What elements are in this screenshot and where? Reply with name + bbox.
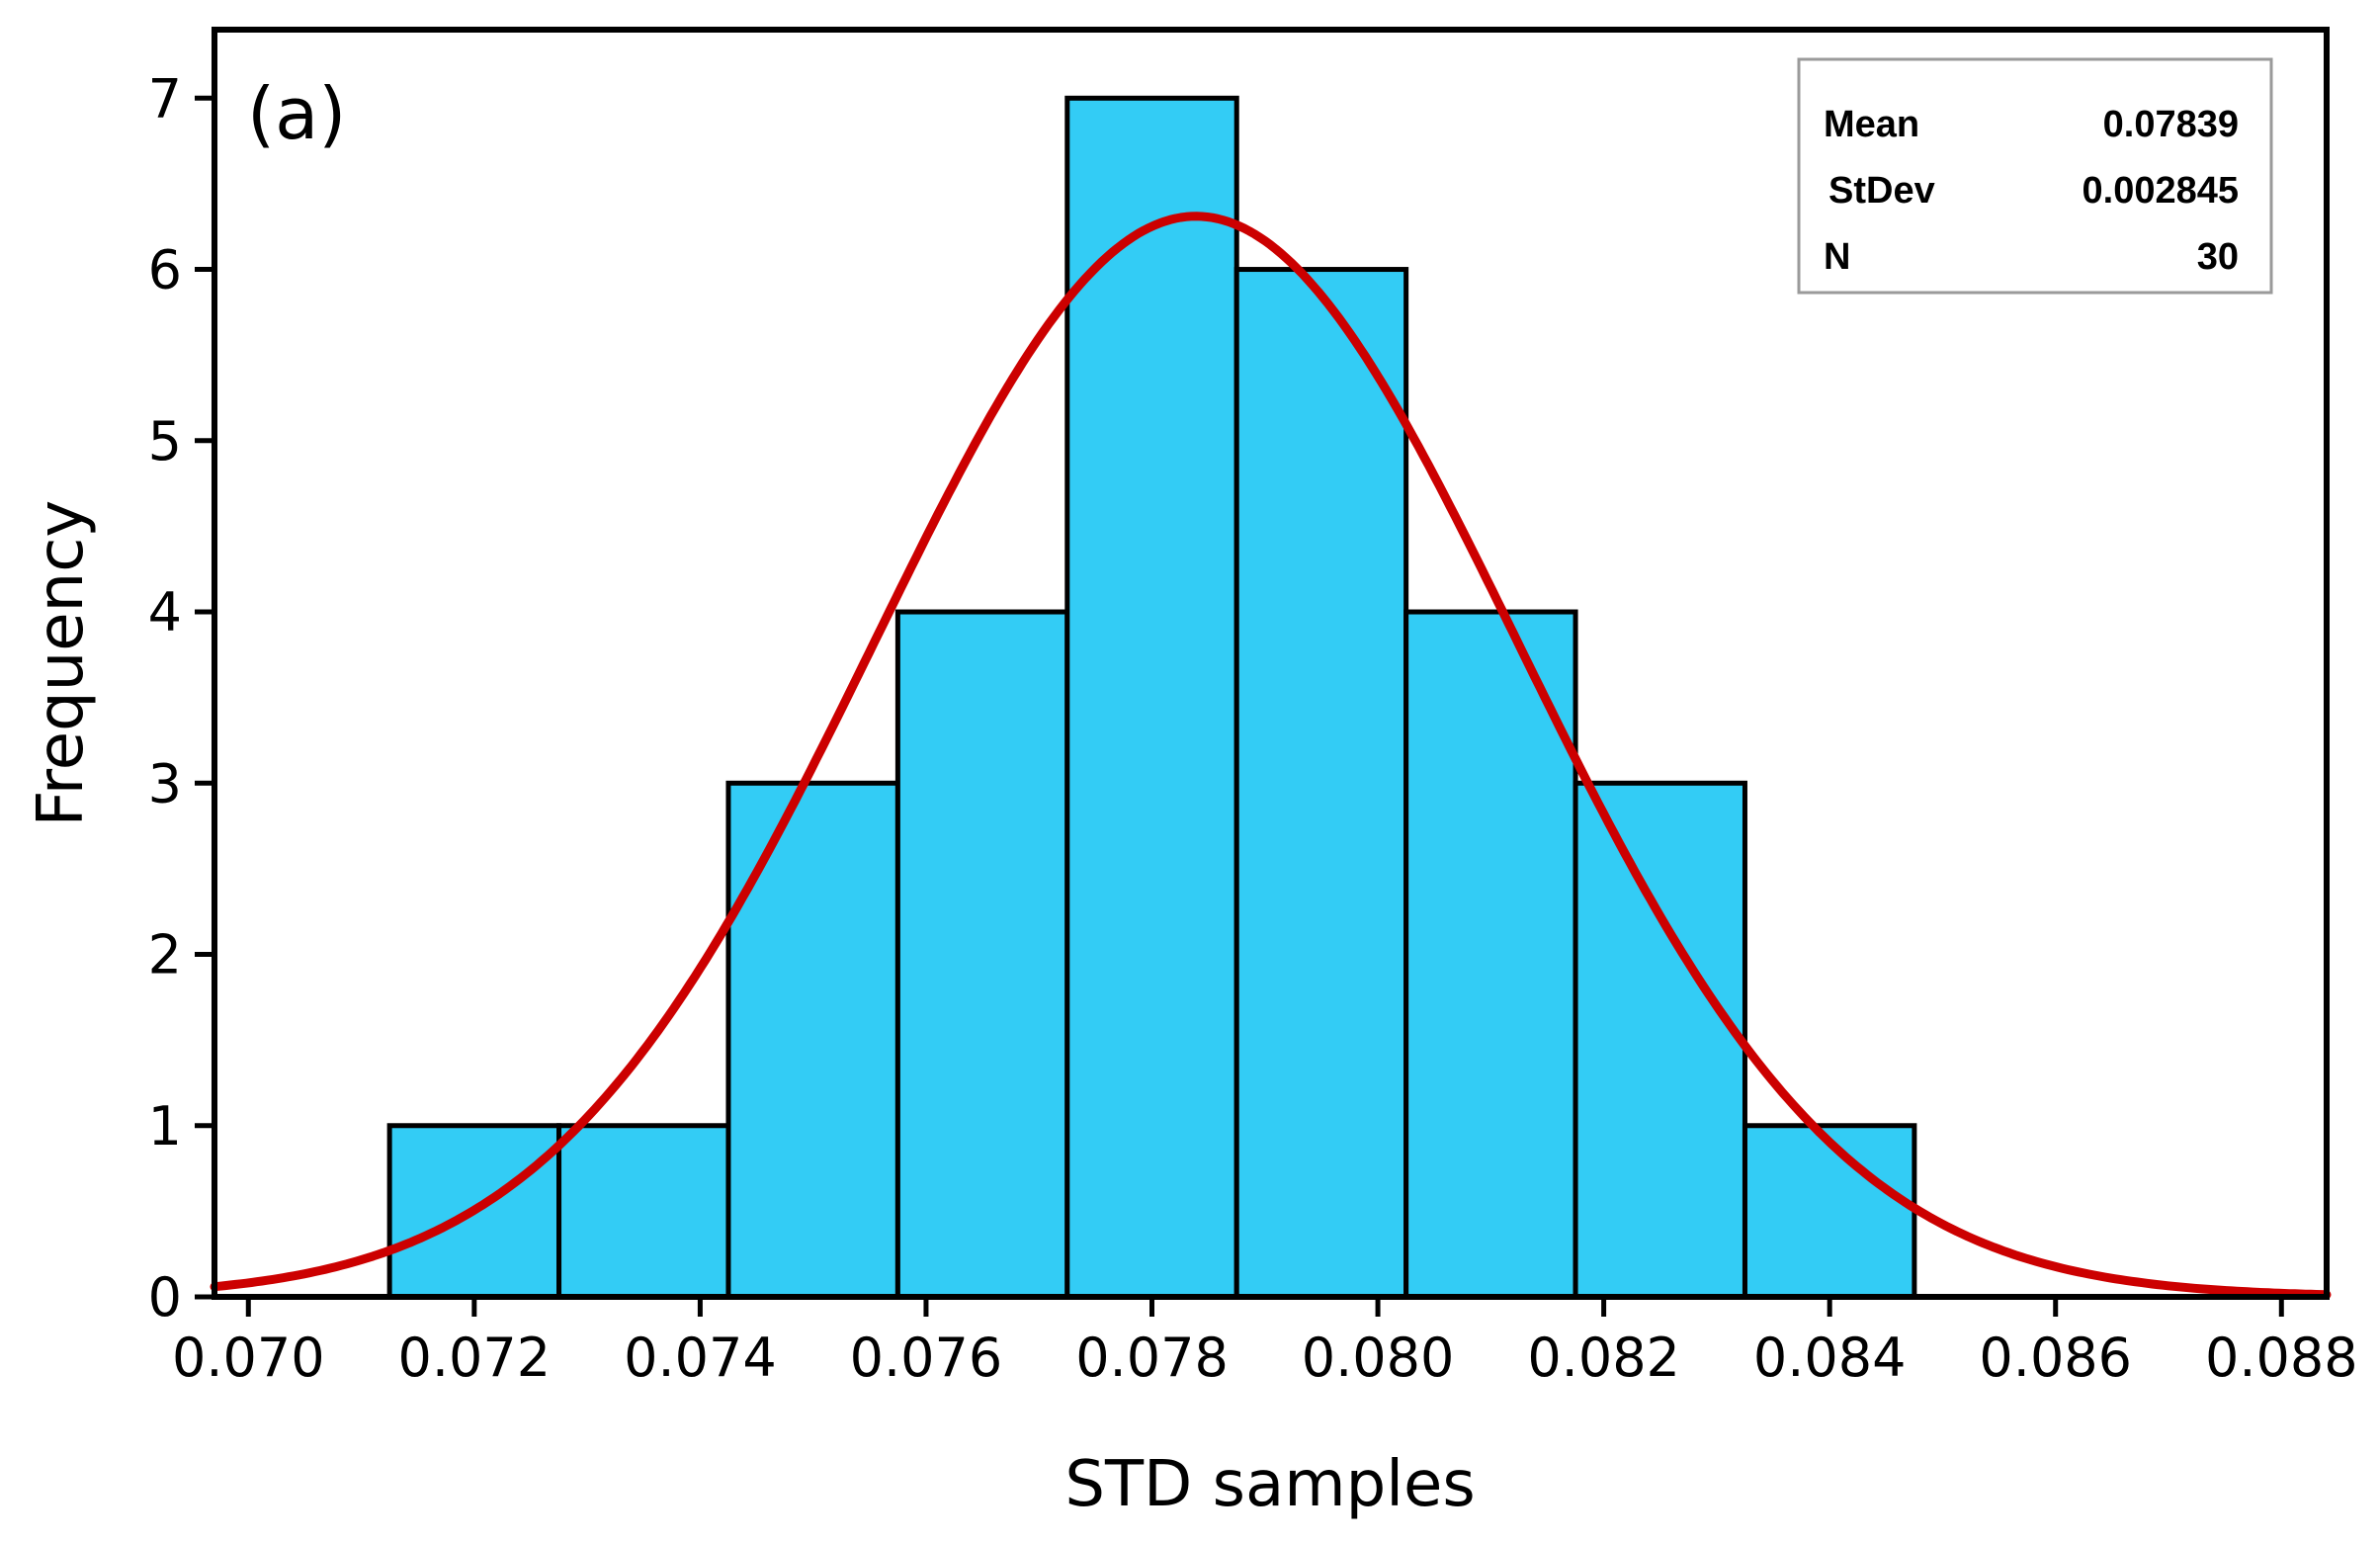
histogram-bar-9 <box>1742 1123 1917 1300</box>
x-tick-label: 0.072 <box>398 1327 552 1389</box>
y-axis-label: Frequency <box>25 500 98 827</box>
x-tick-label: 0.070 <box>172 1327 325 1389</box>
curve-layer <box>210 212 2332 1300</box>
histogram-bar-2 <box>556 1123 731 1300</box>
normal-fit-curve <box>210 212 2332 1300</box>
plot-frame <box>212 27 2330 1300</box>
stats-label-stdev: StDev <box>1828 170 1935 212</box>
y-tick-label: 7 <box>148 67 182 129</box>
y-tick-label: 4 <box>148 581 182 643</box>
x-tick-label: 0.082 <box>1527 1327 1680 1389</box>
panel-label: (a) <box>247 72 346 155</box>
y-tick-label: 6 <box>148 239 182 301</box>
x-tick-label: 0.076 <box>850 1327 1003 1389</box>
histogram-bar-6 <box>1233 267 1409 1300</box>
y-tick-label: 1 <box>148 1095 182 1157</box>
y-tick-label: 0 <box>148 1266 182 1329</box>
x-tick-label: 0.084 <box>1753 1327 1907 1389</box>
stats-value-n: 30 <box>2197 236 2239 278</box>
histogram-bar-3 <box>725 780 900 1300</box>
bars-layer <box>386 95 1917 1300</box>
y-tick-label: 3 <box>148 752 182 814</box>
x-tick-label: 0.078 <box>1075 1327 1229 1389</box>
stats-box-frame <box>1797 57 2273 295</box>
histogram-bar-4 <box>894 609 1070 1300</box>
y-tick-label: 5 <box>148 410 182 472</box>
x-tick-label: 0.088 <box>2205 1327 2358 1389</box>
x-tick-label: 0.086 <box>1979 1327 2132 1389</box>
x-tick-label: 0.074 <box>624 1327 777 1389</box>
histogram-bar-5 <box>1064 95 1239 1300</box>
stats-value-stdev: 0.002845 <box>2082 170 2240 212</box>
stats-value-mean: 0.07839 <box>2103 104 2239 145</box>
histogram-bar-7 <box>1403 609 1578 1300</box>
x-tick-label: 0.080 <box>1302 1327 1455 1389</box>
stats-label-n: N <box>1824 236 1850 278</box>
stats-legend-box: Mean 0.07839 StDev 0.002845 N 30 <box>1797 57 2273 295</box>
y-tick-label: 2 <box>148 924 182 986</box>
stats-label-mean: Mean <box>1824 104 1919 145</box>
x-axis-label: STD samples <box>1064 1448 1475 1521</box>
histogram-bar-8 <box>1572 780 1747 1300</box>
ticks-layer: 0.070 0.072 0.074 0.076 0.078 0.080 0.082 0.084… <box>148 67 2358 1389</box>
